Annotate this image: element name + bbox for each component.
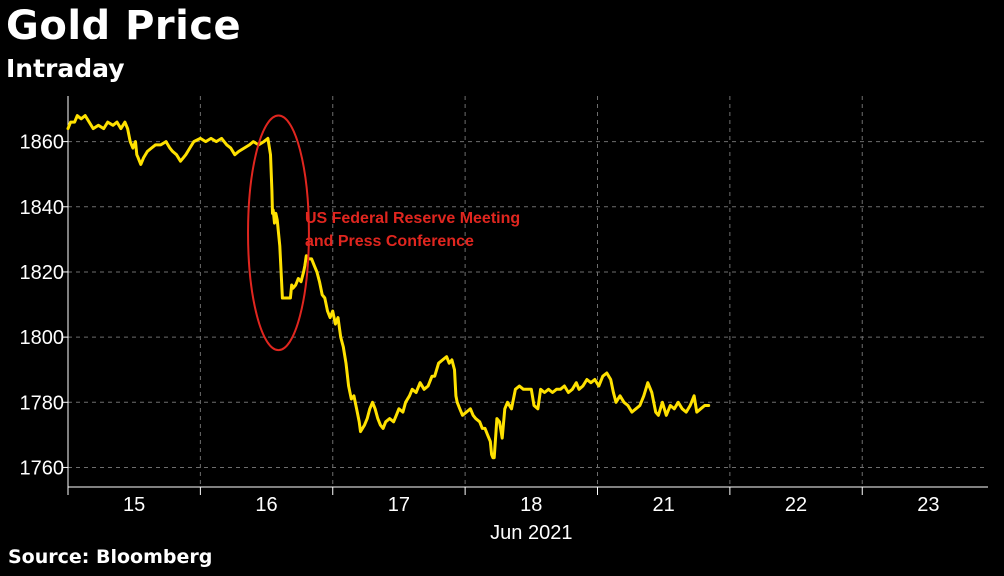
chart-subtitle: Intraday [6, 54, 125, 83]
y-tick-label: 1840 [20, 197, 65, 219]
x-tick-label: 18 [520, 494, 542, 516]
y-tick-label: 1860 [20, 132, 65, 154]
source-note: Source: Bloomberg [8, 546, 213, 568]
y-tick-label: 1800 [20, 327, 65, 349]
x-tick-label: 15 [123, 494, 145, 516]
x-axis-label: Jun 2021 [490, 522, 572, 544]
y-tick-label: 1820 [20, 262, 65, 284]
y-tick-label: 1780 [20, 392, 65, 414]
annotations: US Federal Reserve Meeting and Press Conf… [247, 114, 520, 352]
price-series [66, 114, 711, 460]
x-tick-label: 16 [255, 494, 277, 516]
chart-title: Gold Price [6, 3, 242, 49]
x-tick-label: 17 [388, 494, 410, 516]
x-tick-label: 21 [653, 494, 675, 516]
highlight-ellipse [247, 114, 310, 352]
x-tick-label: 22 [785, 494, 807, 516]
gold-price-line [66, 114, 711, 460]
annotation-label: and Press Conference [305, 233, 474, 250]
gridlines [68, 96, 988, 487]
annotation-label: US Federal Reserve Meeting [305, 210, 520, 227]
axes: 1760 1780 1800 1820 1840 1860 15 16 17 18 21 22 23 Ju… [20, 96, 988, 544]
x-tick-label: 23 [917, 494, 939, 516]
y-tick-label: 1760 [20, 457, 65, 479]
